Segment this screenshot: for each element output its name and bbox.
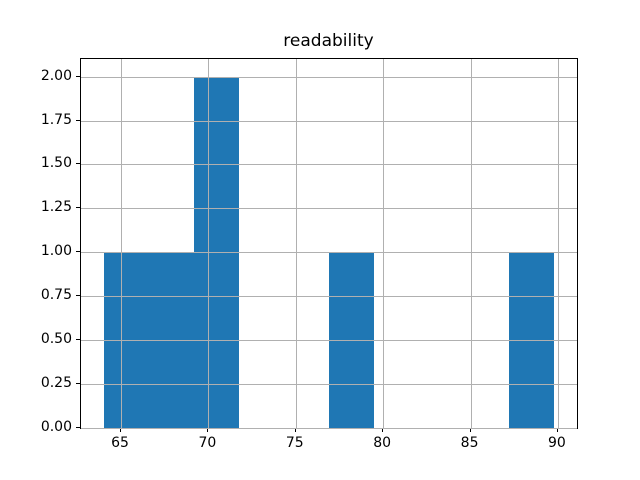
y-tick-mark (76, 295, 80, 297)
grid-line-vertical (121, 59, 122, 428)
grid-line-horizontal (81, 340, 577, 342)
x-tick-label: 80 (373, 435, 392, 451)
grid-line-vertical (557, 59, 559, 428)
histogram-bar (193, 76, 239, 428)
grid-line-horizontal (81, 120, 577, 122)
grid-line-horizontal (81, 164, 577, 166)
y-tick-label: 1.50 (40, 155, 72, 172)
grid-line-vertical (295, 59, 297, 428)
y-tick-mark (76, 383, 80, 385)
grid-line-horizontal (81, 384, 577, 386)
x-tick-label: 85 (460, 435, 479, 451)
y-tick-label: 1.75 (40, 111, 72, 128)
grid-line-vertical (383, 59, 385, 428)
y-tick-label: 0.25 (40, 375, 72, 392)
x-tick-mark (120, 428, 121, 432)
x-tick-mark (382, 428, 384, 432)
y-tick-label: 1.00 (40, 243, 72, 260)
x-tick-mark (469, 428, 471, 432)
x-tick-mark (207, 428, 209, 432)
grid-line-vertical (208, 59, 210, 428)
y-tick-label: 1.25 (40, 199, 72, 216)
y-tick-mark (76, 75, 80, 77)
x-tick-mark (556, 428, 558, 432)
grid-line-horizontal (81, 296, 577, 298)
y-tick-mark (76, 207, 80, 209)
y-tick-mark (76, 163, 80, 165)
y-tick-label: 0.50 (40, 331, 72, 348)
grid-line-horizontal (81, 428, 577, 429)
x-tick-label: 90 (547, 435, 566, 451)
y-tick-mark (76, 427, 80, 428)
x-tick-mark (294, 428, 296, 432)
chart-title: readability (283, 31, 374, 51)
x-tick-label: 65 (111, 435, 129, 451)
y-tick-mark (76, 251, 80, 253)
y-tick-label: 0.00 (40, 419, 72, 435)
grid-line-horizontal (81, 208, 577, 210)
grid-line-horizontal (81, 252, 577, 254)
x-tick-label: 75 (285, 435, 304, 451)
grid-line-horizontal (81, 76, 577, 78)
y-tick-label: 0.75 (40, 287, 72, 304)
y-tick-label: 2.00 (40, 67, 72, 84)
x-tick-label: 70 (198, 435, 217, 451)
y-tick-mark (76, 339, 80, 341)
y-tick-mark (76, 119, 80, 121)
grid-line-vertical (470, 59, 472, 428)
plot-area (80, 58, 578, 429)
